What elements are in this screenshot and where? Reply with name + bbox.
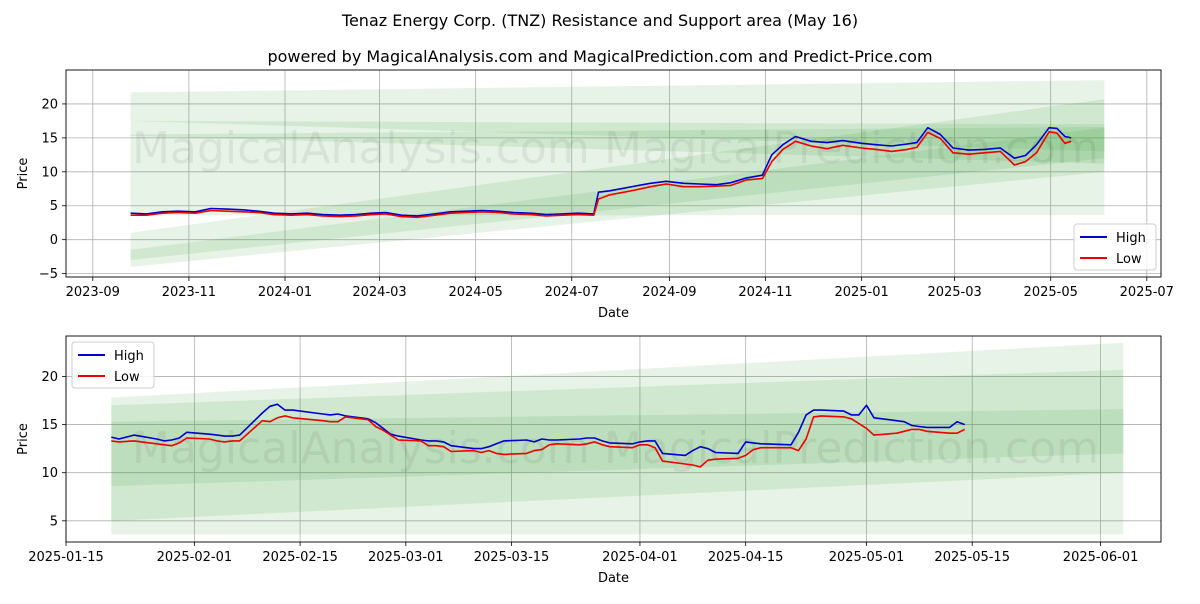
plot-frame bbox=[65, 69, 1162, 278]
series-line-high bbox=[111, 403, 965, 457]
x-tick-label: 2025-05-15 bbox=[934, 550, 1010, 565]
y-tick-label: 5 bbox=[50, 199, 58, 214]
legend-label-low: Low bbox=[114, 370, 140, 385]
grid bbox=[65, 336, 1161, 542]
y-tick-label: 10 bbox=[41, 466, 58, 481]
x-tick-label: 2024-05 bbox=[448, 285, 502, 300]
y-axis-label: Price bbox=[16, 423, 31, 455]
series-lines bbox=[111, 403, 966, 468]
x-tick-label: 2025-07 bbox=[1120, 285, 1174, 300]
legend-label-high: High bbox=[114, 349, 144, 364]
x-tick-label: 2023-11 bbox=[162, 285, 216, 300]
series-line-low bbox=[130, 131, 1072, 219]
grid bbox=[66, 70, 1161, 277]
watermark-text: MagicalPrediction.com bbox=[604, 123, 1099, 174]
x-tick-label: 2024-11 bbox=[738, 285, 792, 300]
x-tick-label: 2025-02-01 bbox=[157, 550, 233, 565]
x-tick-label: 2024-01 bbox=[258, 285, 312, 300]
y-tick-label: 20 bbox=[41, 97, 58, 112]
legend: High Low bbox=[1073, 223, 1157, 271]
series-line-high bbox=[130, 126, 1072, 217]
y-tick-label: 0 bbox=[50, 233, 58, 248]
plot-frame bbox=[65, 335, 1162, 543]
x-tick-label: 2024-09 bbox=[642, 285, 696, 300]
price-band bbox=[130, 127, 1105, 216]
x-tick-label: 2025-05-01 bbox=[829, 550, 905, 565]
series-line-low bbox=[111, 415, 966, 468]
chart-title: Tenaz Energy Corp. (TNZ) Resistance and … bbox=[341, 11, 858, 30]
y-tick-label: 20 bbox=[41, 370, 58, 385]
y-tick-label: 5 bbox=[50, 514, 58, 529]
x-tick-label: 2025-03 bbox=[927, 285, 981, 300]
x-tick-label: 2025-05 bbox=[1024, 285, 1078, 300]
y-tick-label: 10 bbox=[41, 165, 58, 180]
x-tick-label: 2025-06-01 bbox=[1063, 550, 1139, 565]
x-tick-label: 2025-01-15 bbox=[28, 550, 104, 565]
y-tick-label: 15 bbox=[41, 131, 58, 146]
legend-label-high: High bbox=[1116, 231, 1146, 246]
legend: High Low bbox=[71, 341, 155, 389]
x-tick-label: 2025-03-01 bbox=[368, 550, 444, 565]
recent-panel: MagicalAnalysis.com MagicalPrediction.com… bbox=[16, 335, 1162, 586]
full-history-panel: MagicalAnalysis.com MagicalPrediction.com… bbox=[16, 69, 1174, 321]
x-tick-label: 2025-04-15 bbox=[708, 550, 784, 565]
watermark-text: MagicalAnalysis.com bbox=[132, 423, 590, 474]
x-tick-label: 2023-09 bbox=[66, 285, 120, 300]
x-tick-label: 2025-02-15 bbox=[262, 550, 338, 565]
y-tick-label: 15 bbox=[41, 418, 58, 433]
watermark-text: MagicalPrediction.com bbox=[604, 423, 1099, 474]
chart-subtitle: powered by MagicalAnalysis.com and Magic… bbox=[267, 47, 932, 66]
y-axis-label: Price bbox=[16, 158, 31, 190]
x-axis-label: Date bbox=[598, 571, 629, 586]
x-tick-label: 2025-04-01 bbox=[602, 550, 678, 565]
x-axis-label: Date bbox=[598, 306, 629, 321]
legend-label-low: Low bbox=[1116, 252, 1142, 267]
y-tick-label: −5 bbox=[39, 267, 58, 282]
x-tick-label: 2025-01 bbox=[834, 285, 888, 300]
watermark-text: MagicalAnalysis.com bbox=[132, 123, 590, 174]
x-tick-label: 2024-07 bbox=[545, 285, 599, 300]
x-tick-label: 2024-03 bbox=[352, 285, 406, 300]
price-band bbox=[111, 342, 1124, 535]
x-tick-label: 2025-03-15 bbox=[474, 550, 550, 565]
price-band bbox=[130, 99, 1105, 267]
price-band bbox=[111, 369, 1124, 521]
series-lines bbox=[130, 126, 1072, 219]
